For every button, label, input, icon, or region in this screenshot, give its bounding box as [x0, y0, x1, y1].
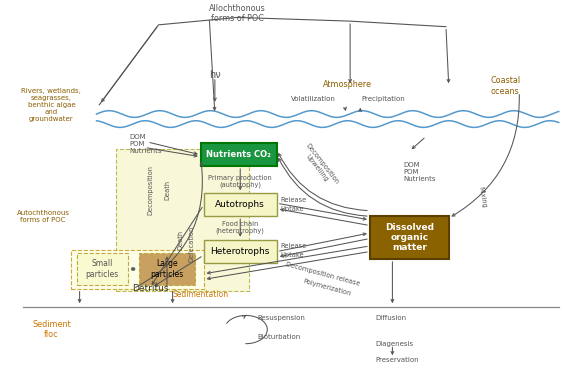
Text: Heterotrophs: Heterotrophs: [211, 247, 270, 256]
Text: Coastal
oceans: Coastal oceans: [490, 76, 520, 96]
Text: Polymerization: Polymerization: [302, 278, 351, 297]
Text: Decomposition release: Decomposition release: [285, 261, 361, 286]
Text: hν: hν: [209, 70, 221, 80]
Text: Volatilization: Volatilization: [291, 96, 336, 102]
FancyBboxPatch shape: [71, 250, 203, 289]
Text: Diffusion: Diffusion: [376, 316, 407, 322]
Text: Bioturbation: Bioturbation: [257, 334, 301, 340]
FancyBboxPatch shape: [203, 239, 277, 263]
Text: DOM
POM
Nutrients: DOM POM Nutrients: [129, 134, 162, 154]
Text: Large
particles: Large particles: [150, 260, 184, 279]
Text: Diagenesis: Diagenesis: [376, 341, 414, 347]
Text: Sediment
floc: Sediment floc: [32, 320, 71, 339]
Text: Uptake: Uptake: [281, 252, 305, 258]
Text: Preservation: Preservation: [376, 357, 419, 363]
Text: Sedimentation: Sedimentation: [172, 290, 229, 299]
Text: Decomposition
Upwelling: Decomposition Upwelling: [299, 142, 340, 190]
Text: Decomposition: Decomposition: [147, 165, 153, 215]
Text: Release: Release: [281, 243, 307, 249]
Text: Defecation: Defecation: [188, 226, 194, 262]
Text: Small
particles: Small particles: [85, 260, 119, 279]
Text: Death: Death: [164, 180, 170, 200]
Text: DOM
POM
Nutrients: DOM POM Nutrients: [403, 162, 436, 182]
Text: Precipitation: Precipitation: [362, 96, 405, 102]
Text: Mixing: Mixing: [478, 186, 488, 209]
Text: Atmosphere: Atmosphere: [323, 80, 372, 89]
FancyBboxPatch shape: [370, 216, 449, 259]
Text: Allochthonous
forms of POC: Allochthonous forms of POC: [209, 4, 266, 23]
FancyBboxPatch shape: [116, 149, 249, 291]
Text: Rivers, wetlands,
seagrasses,
benthic algae
and
groundwater: Rivers, wetlands, seagrasses, benthic al…: [21, 88, 81, 122]
FancyBboxPatch shape: [139, 253, 195, 285]
Text: Dissolved
organic
matter: Dissolved organic matter: [385, 223, 434, 253]
FancyBboxPatch shape: [203, 193, 277, 216]
FancyBboxPatch shape: [77, 253, 128, 285]
Text: Primary production
(autotrophy): Primary production (autotrophy): [208, 175, 272, 188]
Text: Uptake: Uptake: [281, 206, 305, 212]
Text: Autotrophs: Autotrophs: [215, 200, 265, 209]
Text: Resuspension: Resuspension: [257, 316, 305, 322]
Text: Detritus: Detritus: [132, 284, 168, 293]
FancyBboxPatch shape: [201, 142, 277, 166]
Text: Death: Death: [177, 230, 183, 250]
Text: Autochthonous
forms of POC: Autochthonous forms of POC: [16, 210, 69, 223]
Text: Nutrients CO₂: Nutrients CO₂: [206, 150, 271, 159]
Text: Release: Release: [281, 197, 307, 203]
Text: Food chain
(heterotrophy): Food chain (heterotrophy): [216, 220, 264, 234]
